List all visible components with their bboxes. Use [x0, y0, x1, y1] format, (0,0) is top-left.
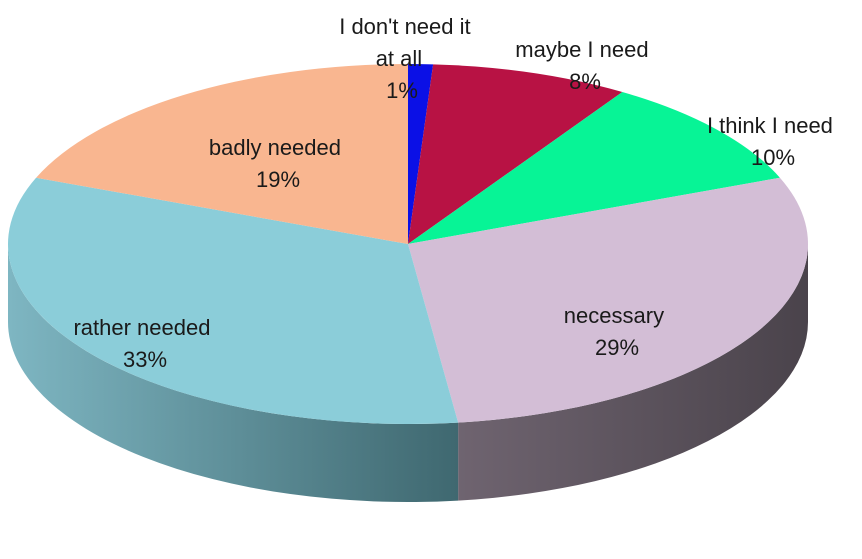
pie-slice-necessary — [408, 177, 808, 423]
slice-label-badly-needed: badly needed 19% — [209, 135, 347, 192]
slice-label-think-need: I think I need 10% — [707, 113, 839, 170]
pie-slices — [8, 64, 808, 424]
slice-label-maybe-need: maybe I need 8% — [515, 37, 654, 94]
pie-slice-rather-needed — [8, 177, 459, 424]
slice-label-dont-need: I don't need it at all 1% — [339, 14, 477, 103]
pie-slice-dont-need — [408, 64, 434, 244]
pie-side-right — [458, 244, 808, 501]
slice-label-rather-needed: rather needed 33% — [73, 315, 216, 372]
pie-slice-badly-needed — [36, 64, 409, 244]
pie-side-left — [8, 244, 459, 502]
pie-depth-sides — [8, 244, 808, 502]
slice-label-necessary: necessary 29% — [564, 303, 670, 360]
pie-slice-maybe-need — [408, 64, 623, 244]
pie-slice-think-need — [408, 92, 780, 245]
